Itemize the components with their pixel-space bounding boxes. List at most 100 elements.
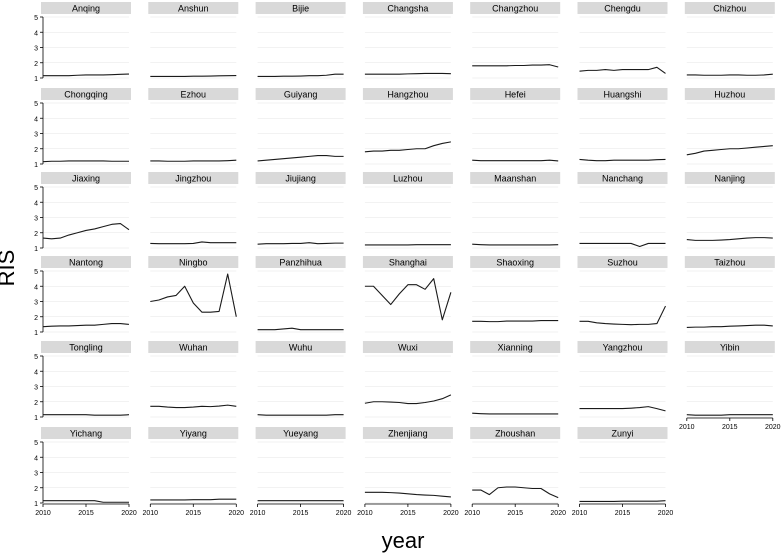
y-tick-label: 4 xyxy=(34,200,38,207)
panel-title: Yichang xyxy=(70,429,102,439)
panel-huzhou: Huzhou xyxy=(685,88,775,164)
panel-hangzhou: Hangzhou xyxy=(363,88,453,164)
y-tick-label: 1 xyxy=(34,246,38,253)
panel-title: Panzhihua xyxy=(279,258,322,268)
panel-title: Huangshi xyxy=(603,90,641,100)
y-tick-label: 3 xyxy=(34,132,38,139)
x-tick-label: 2010 xyxy=(143,510,159,517)
series-line-xianning xyxy=(472,413,558,414)
panel-suzhou: Suzhou xyxy=(578,256,668,332)
panel-title: Tongling xyxy=(69,343,103,353)
panel-shanghai: Shanghai xyxy=(363,256,453,332)
series-line-chizhou xyxy=(687,74,773,75)
series-line-yichang xyxy=(43,501,129,503)
x-tick-label: 2015 xyxy=(400,510,416,517)
panel-anshun: Anshun xyxy=(148,2,238,78)
panel-wuhu: Wuhu xyxy=(256,341,346,417)
panel-title: Shaoxing xyxy=(496,258,534,268)
panel-title: Zunyi xyxy=(611,429,633,439)
y-tick-label: 3 xyxy=(34,216,38,223)
panel-nanjing: Nanjing xyxy=(685,172,775,248)
x-tick-label: 2010 xyxy=(679,424,695,431)
panel-title: Luzhou xyxy=(393,174,423,184)
panel-title: Wuxi xyxy=(398,343,418,353)
x-tick-label: 2020 xyxy=(443,510,459,517)
series-line-ningbo xyxy=(150,274,236,317)
x-tick-label: 2010 xyxy=(572,510,588,517)
x-axis-title: year xyxy=(382,528,425,553)
y-tick-label: 4 xyxy=(34,455,38,462)
series-line-zunyi xyxy=(580,501,666,502)
x-tick-label: 2010 xyxy=(357,510,373,517)
series-line-yiyang xyxy=(150,499,236,500)
panel-title: Anqing xyxy=(72,4,100,14)
y-tick-label: 4 xyxy=(34,284,38,291)
panel-title: Nanchang xyxy=(602,174,643,184)
panel-title: Yibin xyxy=(720,343,740,353)
x-tick-label: 2010 xyxy=(250,510,266,517)
panel-title: Chengdu xyxy=(604,4,641,14)
y-tick-label: 3 xyxy=(34,385,38,392)
y-tick-label: 2 xyxy=(34,231,38,238)
y-tick-label: 3 xyxy=(34,300,38,307)
panel-title: Jiujiang xyxy=(285,174,316,184)
panel-chengdu: Chengdu xyxy=(578,2,668,78)
panel-title: Chongqing xyxy=(64,90,108,100)
panel-title: Shanghai xyxy=(389,258,427,268)
panel-jiujiang: Jiujiang xyxy=(256,172,346,248)
x-tick-label: 2020 xyxy=(765,424,781,431)
series-line-jingzhou xyxy=(150,242,236,244)
panel-title: Suzhou xyxy=(607,258,638,268)
series-line-hefei xyxy=(472,160,558,161)
panel-ezhou: Ezhou xyxy=(148,88,238,164)
y-tick-label: 1 xyxy=(34,415,38,422)
panel-title: Bijie xyxy=(292,4,309,14)
series-line-hangzhou xyxy=(365,142,451,152)
y-tick-label: 4 xyxy=(34,30,38,37)
panel-panzhihua: Panzhihua xyxy=(256,256,346,332)
y-tick-label: 1 xyxy=(34,162,38,169)
series-line-shaoxing xyxy=(472,321,558,322)
y-tick-label: 2 xyxy=(34,400,38,407)
panel-changsha: Changsha xyxy=(363,2,453,78)
panel-title: Huzhou xyxy=(714,90,745,100)
series-line-yangzhou xyxy=(580,407,666,411)
y-tick-label: 2 xyxy=(34,315,38,322)
y-tick-label: 5 xyxy=(34,15,38,22)
panel-title: Yangzhou xyxy=(603,343,643,353)
x-tick-label: 2015 xyxy=(615,510,631,517)
panel-title: Guiyang xyxy=(284,90,318,100)
panel-guiyang: Guiyang xyxy=(256,88,346,164)
series-line-panzhihua xyxy=(258,328,344,330)
x-tick-label: 2015 xyxy=(78,510,94,517)
x-tick-label: 2010 xyxy=(464,510,480,517)
series-line-anshun xyxy=(150,76,236,77)
series-line-jiujiang xyxy=(258,243,344,245)
panel-title: Jiaxing xyxy=(72,174,100,184)
series-line-shanghai xyxy=(365,279,451,320)
panel-wuhan: Wuhan xyxy=(148,341,238,417)
panel-shaoxing: Shaoxing xyxy=(470,256,560,332)
x-tick-label: 2020 xyxy=(336,510,352,517)
x-tick-label: 2015 xyxy=(507,510,523,517)
panel-nanchang: Nanchang xyxy=(578,172,668,248)
panel-title: Ezhou xyxy=(181,90,207,100)
panel-changzhou: Changzhou xyxy=(470,2,560,78)
y-tick-label: 5 xyxy=(34,354,38,361)
panel-title: Nanjing xyxy=(715,174,746,184)
y-tick-label: 5 xyxy=(34,185,38,192)
panel-chizhou: Chizhou xyxy=(685,2,775,78)
x-tick-label: 2010 xyxy=(35,510,51,517)
series-line-nantong xyxy=(43,324,129,327)
panel-title: Taizhou xyxy=(714,258,745,268)
y-tick-label: 5 xyxy=(34,440,38,447)
series-line-changsha xyxy=(365,73,451,74)
series-line-wuxi xyxy=(365,395,451,404)
y-tick-label: 5 xyxy=(34,101,38,108)
